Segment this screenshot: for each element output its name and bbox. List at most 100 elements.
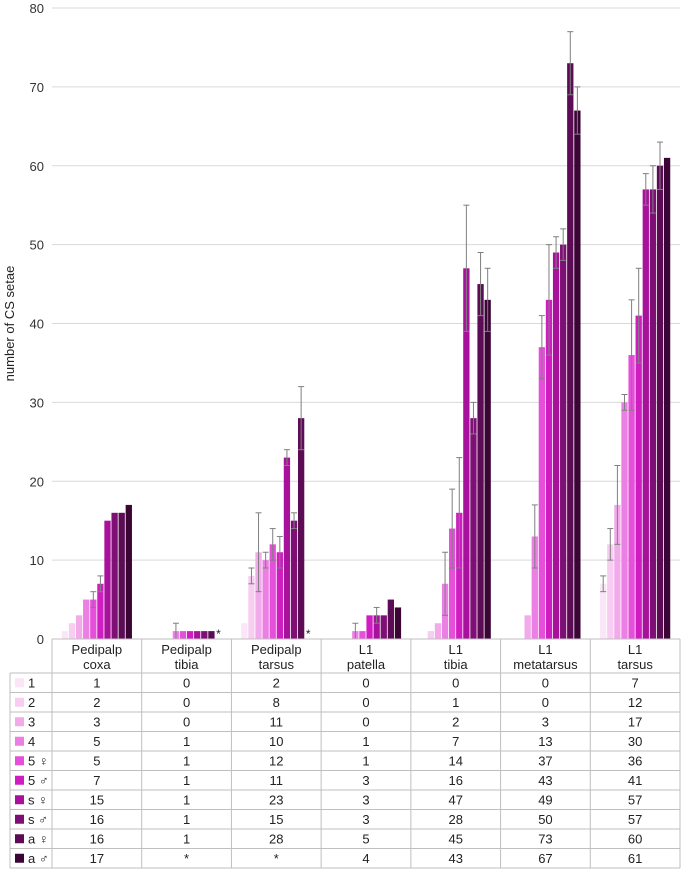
bar xyxy=(394,607,402,639)
legend-label: a ♀ xyxy=(28,831,49,846)
table-cell: 7 xyxy=(452,734,459,749)
y-tick-label: 80 xyxy=(30,1,44,16)
table-cell: 57 xyxy=(628,812,642,827)
category-label: tibia xyxy=(175,657,200,672)
legend-label: 5 ♂ xyxy=(28,773,49,788)
bar xyxy=(574,110,581,640)
table-cell: 3 xyxy=(93,714,100,729)
legend-swatch xyxy=(15,814,24,824)
table-cell: 3 xyxy=(362,773,369,788)
table-cell: 5 xyxy=(362,831,369,846)
table-cell: 45 xyxy=(448,831,462,846)
table-cell: 0 xyxy=(183,714,190,729)
category-label: L1 xyxy=(628,642,642,657)
bar xyxy=(68,623,76,639)
table-cell: 36 xyxy=(628,753,642,768)
y-tick-label: 60 xyxy=(30,159,44,174)
bar xyxy=(248,575,255,639)
table-cell: 1 xyxy=(93,675,100,690)
table-cell: 60 xyxy=(628,831,642,846)
bar xyxy=(283,457,291,639)
bar xyxy=(118,512,125,639)
table-cell: 57 xyxy=(628,792,642,807)
table-cell: 23 xyxy=(269,792,283,807)
legend-label: 4 xyxy=(28,734,35,749)
table-cell: * xyxy=(184,851,189,866)
bar xyxy=(290,520,298,639)
bar xyxy=(621,402,628,639)
bar xyxy=(614,504,621,639)
bar xyxy=(434,623,442,639)
bar xyxy=(545,299,553,639)
bar xyxy=(560,244,567,639)
bar xyxy=(111,512,118,639)
legend-label: 1 xyxy=(28,675,35,690)
table-cell: 1 xyxy=(452,695,459,710)
table-cell: 7 xyxy=(93,773,100,788)
table-cell: 0 xyxy=(183,675,190,690)
table-cell: 5 xyxy=(93,753,100,768)
bar xyxy=(552,252,560,639)
category-label: L1 xyxy=(538,642,552,657)
table-cell: 49 xyxy=(538,792,552,807)
category-label: L1 xyxy=(448,642,462,657)
y-axis-ticks: 0 10 20 30 40 50 60 70 80 xyxy=(30,1,44,647)
legend-label: 5 ♀ xyxy=(28,753,49,768)
table-cell: 61 xyxy=(628,851,642,866)
data-table: PedipalpcoxaPedipalptibiaPedipalptarsusL… xyxy=(9,638,681,869)
category-label: tibia xyxy=(444,657,469,672)
category-label: Pedipalp xyxy=(161,642,212,657)
table-cell: 11 xyxy=(270,773,284,788)
table-cell: 2 xyxy=(273,675,280,690)
table-cell: 43 xyxy=(538,773,552,788)
table-cell: 12 xyxy=(269,753,283,768)
category-label: tarsus xyxy=(617,657,653,672)
bar xyxy=(567,63,574,639)
table-cell: 0 xyxy=(542,695,549,710)
bar xyxy=(262,560,269,639)
table-cell: 0 xyxy=(542,675,549,690)
bar xyxy=(380,615,387,639)
table-cell: 16 xyxy=(448,773,462,788)
legend-label: a ♂ xyxy=(28,851,49,866)
table-cell: 17 xyxy=(90,851,104,866)
category-label: metatarsus xyxy=(513,657,578,672)
table-cell: 14 xyxy=(448,753,462,768)
table-cell: 1 xyxy=(183,831,190,846)
table-cell: 1 xyxy=(183,792,190,807)
table-cell: 0 xyxy=(452,675,459,690)
bar xyxy=(600,583,607,639)
missing-marker: * xyxy=(306,627,311,641)
bar xyxy=(477,284,484,639)
bar xyxy=(194,631,201,639)
table-cell: 5 xyxy=(93,734,100,749)
bar xyxy=(179,631,187,639)
missing-marker: * xyxy=(216,627,221,641)
table-cell: 0 xyxy=(362,695,369,710)
table-cell: 30 xyxy=(628,734,642,749)
table-cell: 3 xyxy=(542,714,549,729)
y-tick-label: 50 xyxy=(30,238,44,253)
table-cell: 16 xyxy=(90,831,104,846)
bar xyxy=(427,631,435,639)
table-cell: 15 xyxy=(90,792,104,807)
table-cell: 41 xyxy=(628,773,642,788)
category-label: Pedipalp xyxy=(72,642,123,657)
table-cell: 16 xyxy=(90,812,104,827)
table-cell: 1 xyxy=(183,773,190,788)
bar xyxy=(97,583,104,639)
table-cell: 1 xyxy=(183,753,190,768)
bar xyxy=(484,299,491,639)
category-label: patella xyxy=(347,657,386,672)
table-cell: 28 xyxy=(269,831,283,846)
table-cell: 15 xyxy=(269,812,283,827)
y-tick-label: 40 xyxy=(30,317,44,332)
bar xyxy=(642,189,649,639)
table-cell: * xyxy=(274,851,279,866)
bar xyxy=(359,631,366,639)
bar xyxy=(75,615,83,639)
bar xyxy=(449,528,456,639)
legend-swatch xyxy=(15,853,24,863)
bar xyxy=(276,552,283,639)
bar xyxy=(663,157,671,640)
